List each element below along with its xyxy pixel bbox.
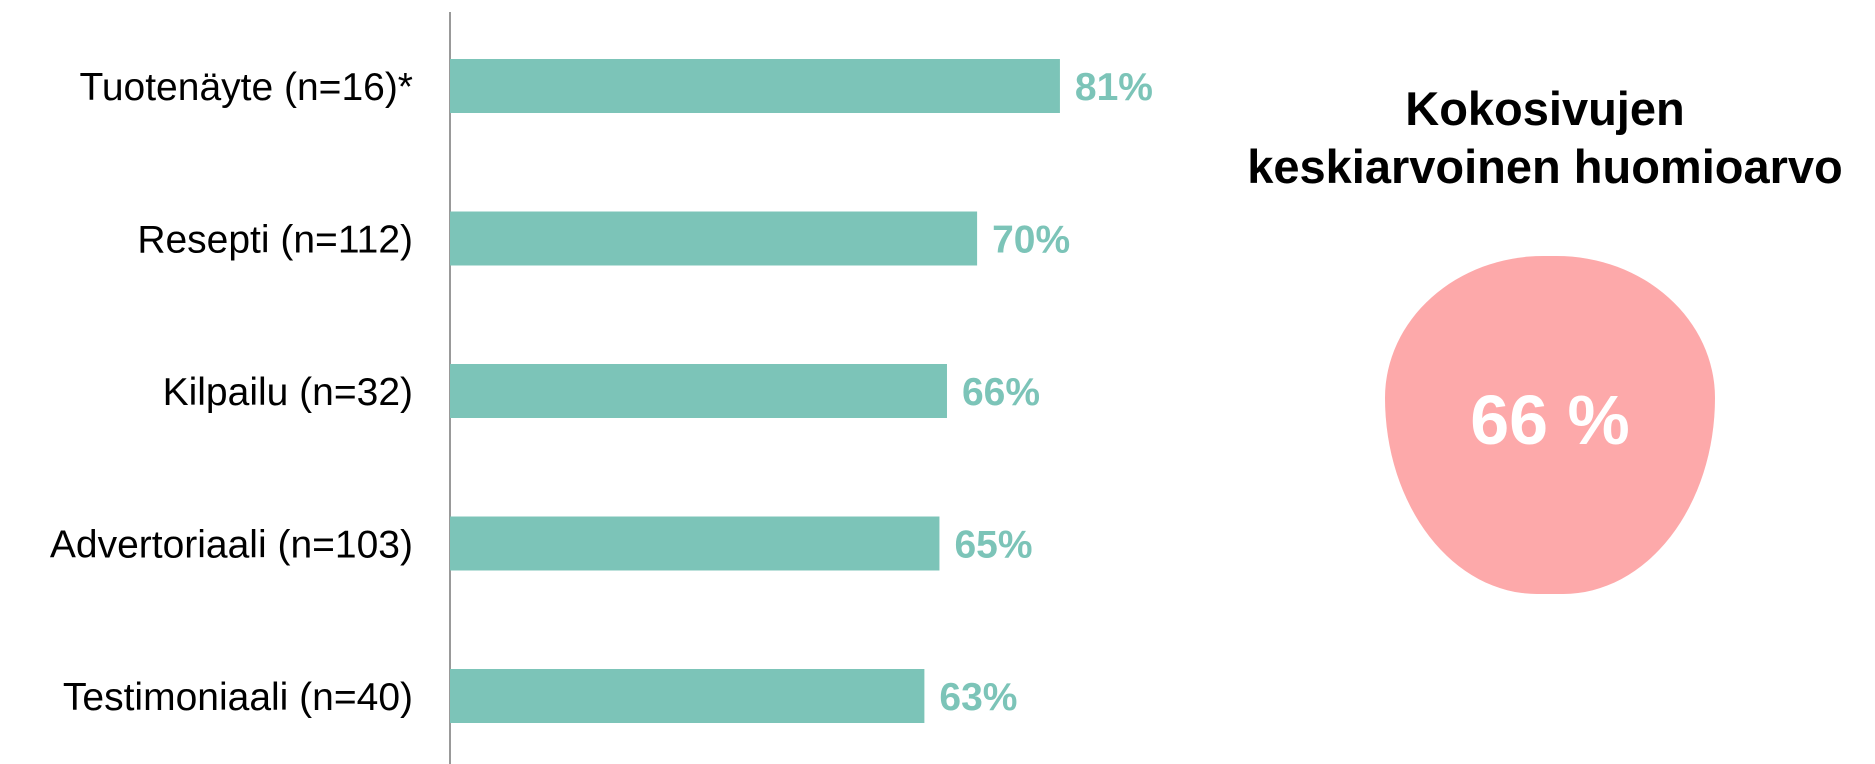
bar	[450, 364, 947, 418]
data-label: 65%	[954, 524, 1032, 567]
bar	[450, 516, 940, 571]
summary-title-line-2: keskiarvoinen huomioarvo	[1247, 140, 1843, 193]
bar	[450, 59, 1060, 113]
data-label: 81%	[1075, 66, 1153, 109]
bar-chart: Tuotenäyte (n=16)* 81% Resepti (n=112) 70% K…	[50, 12, 1153, 764]
average-value-blob: 66 %	[1385, 256, 1715, 594]
category-label: Advertoriaali (n=103)	[50, 524, 413, 567]
average-value: 66 %	[1470, 381, 1630, 459]
category-label: Tuotenäyte (n=16)*	[79, 66, 413, 109]
summary-title-line-1: Kokosivujen	[1405, 82, 1685, 135]
data-label: 66%	[962, 371, 1040, 414]
bar	[450, 211, 978, 266]
data-label: 70%	[992, 219, 1070, 262]
category-label: Testimoniaali (n=40)	[63, 676, 413, 719]
summary-title: Kokosivujen keskiarvoinen huomioarvo	[1215, 80, 1875, 196]
bar	[450, 669, 925, 723]
data-label: 63%	[939, 676, 1017, 719]
category-label: Kilpailu (n=32)	[163, 371, 413, 414]
category-label: Resepti (n=112)	[137, 219, 413, 262]
